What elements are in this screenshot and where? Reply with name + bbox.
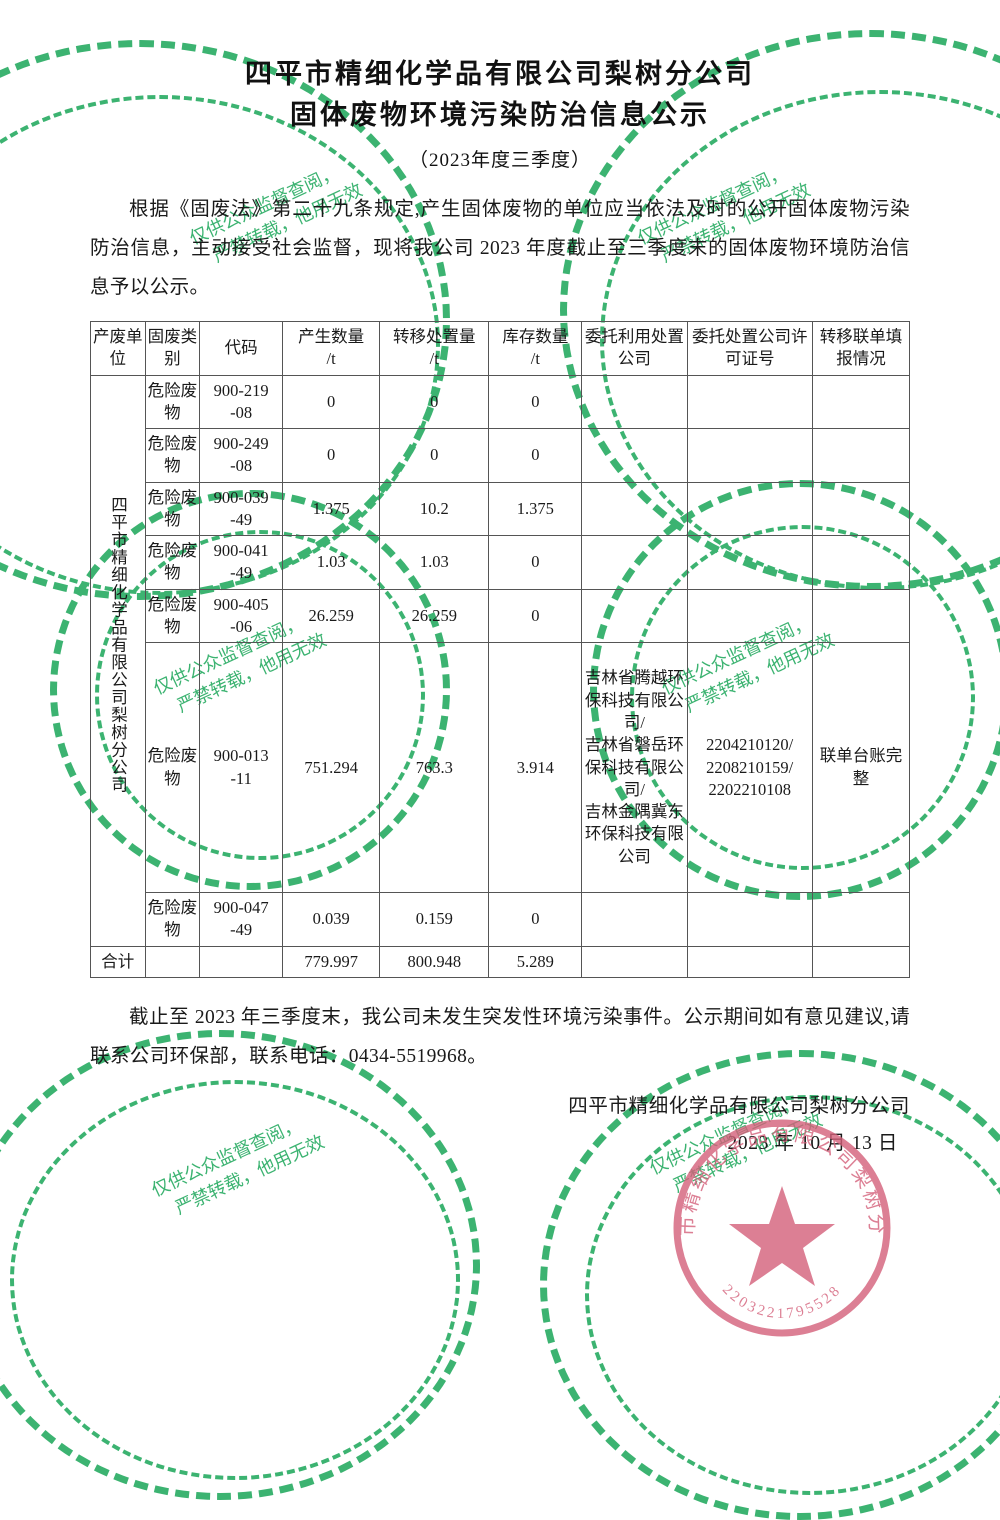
table-total-row: 合计 779.997 800.948 5.289	[90, 945, 911, 978]
cell-generated: 1.03	[282, 535, 381, 590]
cell-total-license	[686, 945, 813, 978]
cell-total-manifest	[811, 945, 911, 978]
table-row: 危险废物 900-041 -49 1.03 1.03 0	[91, 535, 911, 590]
cell-total-generated: 779.997	[282, 945, 381, 978]
intro-paragraph: 根据《固废法》第二十九条规定,产生固体废物的单位应当依法及时的公开固体废物污染防…	[90, 199, 910, 298]
cell-category: 危险废物	[144, 481, 201, 537]
cell-generated: 1.375	[282, 481, 381, 537]
cell-manifest	[811, 588, 911, 644]
header-transferred-qty: 转移处置量 /t	[379, 321, 490, 376]
cell-total-code	[199, 945, 284, 978]
cell-company	[581, 374, 688, 430]
cell-total-label: 合计	[90, 945, 146, 978]
cell-stock: 0	[488, 892, 583, 947]
cell-company	[581, 428, 688, 483]
cell-category: 危险废物	[144, 892, 201, 947]
cell-code: 900-219 -08	[199, 374, 284, 430]
cell-generated: 26.259	[282, 588, 381, 644]
cell-total-transferred: 800.948	[379, 945, 490, 978]
table-row: 四平市精细化学品有限公司梨树分公司 危险废物 900-219 -08 0 0 0	[90, 374, 911, 947]
cell-code: 900-249 -08	[199, 428, 284, 483]
cell-transferred: 10.2	[379, 481, 490, 537]
document-body: 四平市精细化学品有限公司梨树分公司 固体废物环境污染防治信息公示 （2023年度…	[90, 0, 911, 1162]
page-title: 四平市精细化学品有限公司梨树分公司 固体废物环境污染防治信息公示	[90, 0, 910, 135]
cell-manifest	[811, 892, 911, 947]
seal-bottom-number: 2203221795528	[719, 1282, 842, 1322]
header-code: 代码	[199, 321, 284, 376]
cell-company	[581, 892, 688, 947]
cell-license	[686, 892, 813, 947]
cell-license	[686, 428, 813, 483]
cell-license	[686, 481, 813, 537]
cell-total-category	[144, 945, 201, 978]
cell-stock: 0	[488, 428, 583, 483]
header-manifest-status: 转移联单填报情况	[811, 321, 911, 376]
cell-transferred: 26.259	[379, 588, 490, 644]
header-waste-category: 固废类别	[144, 321, 201, 376]
table-row: 危险废物 900-039 -49 1.375 10.2 1.375	[91, 481, 911, 537]
seal-star-icon	[729, 1186, 835, 1286]
title-line-1: 四平市精细化学品有限公司梨树分公司	[245, 59, 755, 89]
cell-total-stock: 5.289	[488, 945, 583, 978]
cell-stock: 0	[488, 374, 583, 430]
cell-stock: 3.914	[488, 642, 583, 894]
cell-category: 危险废物	[144, 588, 201, 644]
header-stock-qty: 库存数量 /t	[488, 321, 583, 376]
svg-text:2203221795528: 2203221795528	[719, 1282, 845, 1322]
table-header-row: 产废单位 固废类别 代码 产生数量 /t 转移处置量 /t 库存数量 /t 委托…	[90, 321, 911, 376]
cell-category: 危险废物	[144, 374, 201, 430]
cell-manifest	[811, 374, 911, 430]
document-subtitle: （2023年度三季度）	[408, 150, 591, 171]
cell-manifest	[811, 428, 911, 483]
header-generated-qty: 产生数量 /t	[282, 321, 381, 376]
cell-category: 危险废物	[144, 535, 201, 590]
solid-waste-table: 产废单位 固废类别 代码 产生数量 /t 转移处置量 /t 库存数量 /t 委托…	[90, 321, 911, 978]
table-row: 危险废物 900-013 -11 751.294 763.3 3.914 吉林省…	[91, 642, 911, 894]
cell-manifest	[811, 535, 911, 590]
table-row: 危险废物 900-047 -49 0.039 0.159 0	[91, 892, 911, 947]
cell-generated: 0	[282, 374, 381, 430]
cell-total-company	[581, 945, 688, 978]
cell-code: 900-047 -49	[199, 892, 284, 947]
cell-license: 2204210120/ 2208210159/ 2202210108	[686, 642, 813, 894]
cell-license	[686, 374, 813, 430]
producer-unit-vertical-text: 四平市精细化学品有限公司梨树分公司	[108, 495, 128, 794]
cell-company	[581, 481, 688, 537]
cell-company	[581, 588, 688, 644]
cell-transferred: 0.159	[379, 892, 490, 947]
signature-date: 2023 年 10 月 13 日	[727, 1133, 898, 1155]
cell-producer-unit: 四平市精细化学品有限公司梨树分公司	[90, 374, 146, 947]
cell-code: 900-405 -06	[199, 588, 284, 644]
table-row: 危险废物 900-405 -06 26.259 26.259 0	[91, 588, 911, 644]
cell-transferred: 763.3	[379, 642, 490, 894]
cell-code: 900-041 -49	[199, 535, 284, 590]
cell-transferred: 0	[379, 428, 490, 483]
cell-license	[686, 588, 813, 644]
cell-category: 危险废物	[144, 428, 201, 483]
cell-transferred: 0	[379, 374, 490, 430]
cell-company: 吉林省腾越环保科技有限公司/ 吉林省磐岳环保科技有限公司/ 吉林金隅冀东环保科技…	[581, 642, 688, 894]
cell-company	[581, 535, 688, 590]
cell-license	[686, 535, 813, 590]
cell-transferred: 1.03	[379, 535, 490, 590]
signature-block: 四平市精细化学品有限公司梨树分公司 2023 年 10 月 13 日	[90, 1088, 910, 1162]
cell-stock: 0	[488, 588, 583, 644]
cell-code: 900-013 -11	[199, 642, 284, 894]
table-row: 危险废物 900-249 -08 0 0 0	[91, 428, 911, 483]
cell-manifest: 联单台账完整	[811, 642, 911, 894]
cell-generated: 0.039	[282, 892, 381, 947]
cell-generated: 751.294	[282, 642, 381, 894]
title-line-2: 固体废物环境污染防治信息公示	[290, 99, 710, 130]
header-producer-unit: 产废单位	[90, 321, 146, 376]
header-entrusted-company: 委托利用处置公司	[581, 321, 688, 376]
footer-paragraph: 截止至 2023 年三季度末，我公司未发生突发性环境污染事件。公示期间如有意见建…	[90, 1006, 910, 1067]
cell-stock: 0	[488, 535, 583, 590]
cell-manifest	[811, 481, 911, 537]
cell-stock: 1.375	[488, 481, 583, 537]
cell-category: 危险废物	[144, 642, 201, 894]
cell-generated: 0	[282, 428, 381, 483]
cell-code: 900-039 -49	[199, 481, 284, 537]
header-license-number: 委托处置公司许可证号	[686, 321, 813, 376]
signature-company: 四平市精细化学品有限公司梨树分公司	[568, 1095, 910, 1117]
